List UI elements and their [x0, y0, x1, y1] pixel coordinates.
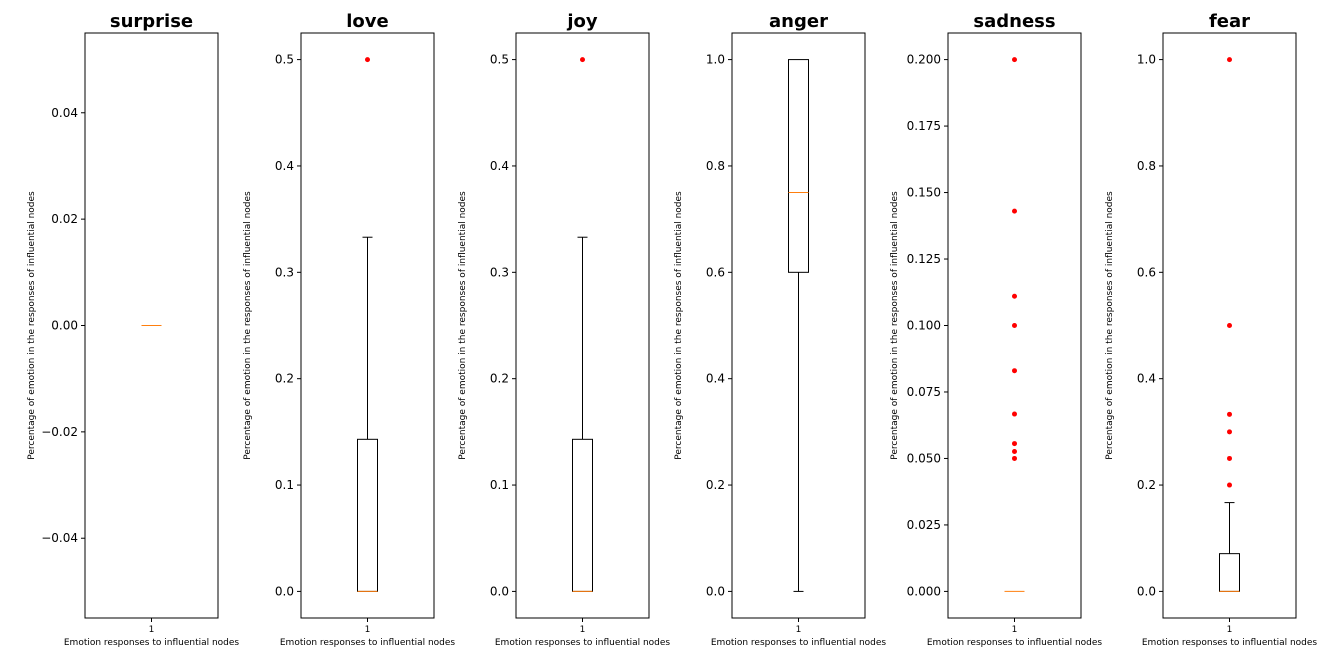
- outlier-point: [580, 57, 585, 63]
- outlier-point: [1012, 455, 1017, 461]
- y-tick-label: 0.5: [275, 53, 294, 67]
- outlier-point: [1227, 482, 1232, 488]
- outlier-point: [1012, 323, 1017, 328]
- y-tick-label: 1.0: [706, 53, 725, 67]
- y-tick-label: 0.2: [706, 478, 725, 492]
- outlier-point: [1012, 368, 1017, 374]
- y-tick-label: 0.0: [490, 584, 509, 598]
- y-tick-label: 0.075: [907, 385, 941, 399]
- y-tick-label: 0.5: [490, 53, 509, 67]
- y-axis-label: Percentage of emotion in the responses o…: [243, 191, 253, 460]
- outlier-point: [1227, 411, 1232, 417]
- outlier-point: [1227, 429, 1232, 435]
- y-tick-label: 0.00: [51, 319, 78, 333]
- outlier-point: [1012, 208, 1017, 214]
- panel-title: fear: [1209, 11, 1250, 32]
- x-axis-label: Emotion responses to influential nodes: [1142, 638, 1318, 648]
- x-axis-label: Emotion responses to influential nodes: [495, 638, 671, 648]
- y-tick-label: 0.050: [907, 451, 941, 465]
- outlier-point: [365, 57, 370, 63]
- y-tick-label: 0.0: [706, 584, 725, 598]
- y-tick-label: 0.4: [490, 159, 509, 173]
- x-tick-label: 1: [796, 625, 802, 635]
- x-axis-label: Emotion responses to influential nodes: [711, 638, 887, 648]
- y-tick-label: 0.150: [907, 186, 941, 200]
- x-tick-label: 1: [149, 625, 155, 635]
- y-axis-label: Percentage of emotion in the responses o…: [674, 191, 684, 460]
- x-tick-label: 1: [365, 625, 371, 635]
- y-tick-label: 0.0: [275, 584, 294, 598]
- y-tick-label: 0.4: [706, 372, 725, 386]
- outlier-point: [1227, 323, 1232, 328]
- box-iqr: [788, 59, 809, 273]
- y-tick-label: −0.02: [41, 425, 78, 439]
- panel-title: love: [346, 11, 388, 32]
- panel-title: sadness: [973, 11, 1055, 32]
- y-tick-label: 0.8: [706, 159, 725, 173]
- y-tick-label: 0.1: [275, 478, 294, 492]
- outlier-point: [1227, 455, 1232, 461]
- y-axis-label: Percentage of emotion in the responses o…: [458, 191, 468, 460]
- y-axis-label: Percentage of emotion in the responses o…: [890, 191, 900, 460]
- y-tick-label: 0.4: [1137, 372, 1156, 386]
- y-tick-label: −0.04: [41, 531, 78, 545]
- y-tick-label: 0.025: [907, 518, 941, 532]
- panel-title: joy: [566, 11, 598, 32]
- x-tick-label: 1: [1227, 625, 1233, 635]
- y-tick-label: 0.3: [490, 265, 509, 279]
- y-tick-label: 0.3: [275, 265, 294, 279]
- y-tick-label: 0.4: [275, 159, 294, 173]
- y-tick-label: 0.6: [1137, 265, 1156, 279]
- y-tick-label: 0.2: [1137, 478, 1156, 492]
- y-tick-label: 1.0: [1137, 53, 1156, 67]
- y-tick-label: 0.0: [1137, 584, 1156, 598]
- y-tick-label: 0.175: [907, 119, 941, 133]
- outlier-point: [1012, 411, 1017, 417]
- outlier-point: [1012, 293, 1017, 299]
- y-tick-label: 0.2: [490, 372, 509, 386]
- outlier-point: [1012, 57, 1017, 63]
- y-tick-label: 0.8: [1137, 159, 1156, 173]
- box-iqr: [572, 438, 593, 592]
- outlier-point: [1012, 441, 1017, 447]
- x-tick-label: 1: [580, 625, 586, 635]
- outlier-point: [1227, 57, 1232, 63]
- x-axis-label: Emotion responses to influential nodes: [280, 638, 456, 648]
- outlier-point: [1012, 449, 1017, 455]
- panel-title: surprise: [110, 11, 193, 32]
- y-tick-label: 0.2: [275, 372, 294, 386]
- y-tick-label: 0.02: [51, 212, 78, 226]
- y-axis-label: Percentage of emotion in the responses o…: [27, 191, 37, 460]
- x-tick-label: 1: [1012, 625, 1018, 635]
- y-tick-label: 0.100: [907, 319, 941, 333]
- box-iqr: [357, 438, 378, 592]
- x-axis-label: Emotion responses to influential nodes: [64, 638, 240, 648]
- x-axis-label: Emotion responses to influential nodes: [927, 638, 1103, 648]
- y-axis-label: Percentage of emotion in the responses o…: [1105, 191, 1115, 460]
- y-tick-label: 0.125: [907, 252, 941, 266]
- y-tick-label: 0.1: [490, 478, 509, 492]
- y-tick-label: 0.04: [51, 106, 78, 120]
- panel-title: anger: [769, 11, 828, 32]
- y-tick-label: 0.200: [907, 53, 941, 67]
- y-tick-label: 0.6: [706, 265, 725, 279]
- box-iqr: [1219, 553, 1240, 592]
- y-tick-label: 0.000: [907, 584, 941, 598]
